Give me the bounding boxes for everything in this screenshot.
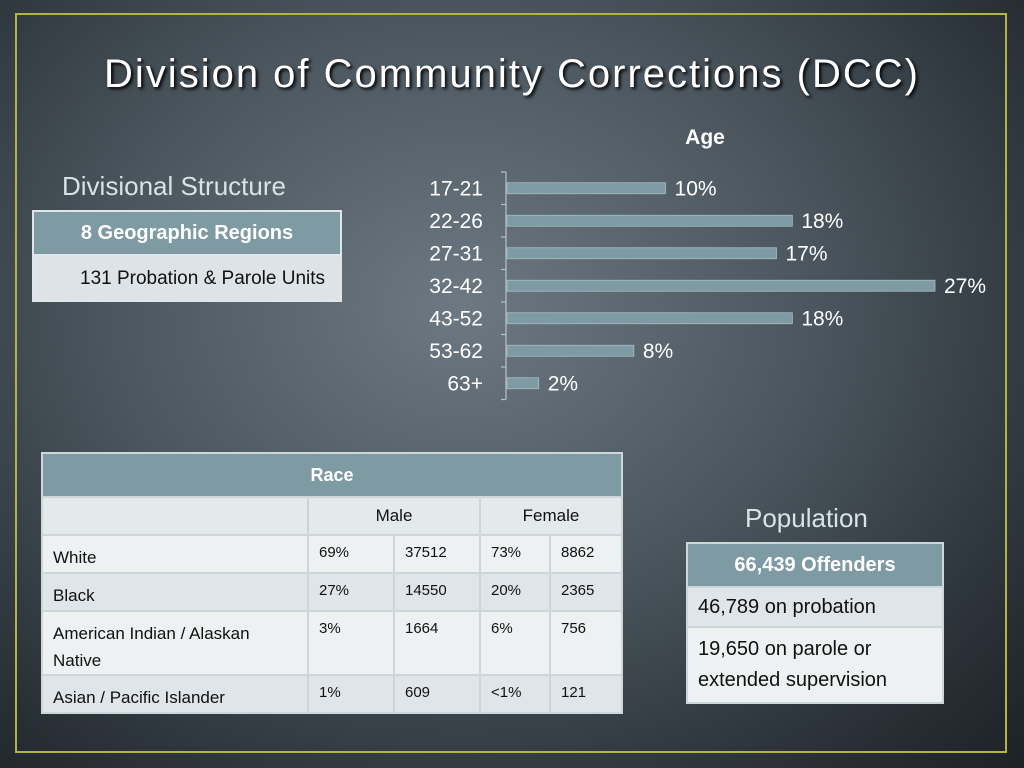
population-parole: 19,650 on parole or extended supervision xyxy=(686,626,944,704)
race-row-label: Black xyxy=(41,572,309,612)
race-col-male: Male xyxy=(307,496,481,536)
population-header: 66,439 Offenders xyxy=(686,542,944,588)
y-tick-label: 22-26 xyxy=(429,210,483,233)
y-tick-label: 63+ xyxy=(447,372,483,395)
race-male-count: 609 xyxy=(393,674,481,714)
race-male-pct: 27% xyxy=(307,572,395,612)
data-label: 10% xyxy=(675,177,717,200)
age-bar xyxy=(506,247,777,260)
race-male-count: 1664 xyxy=(393,610,481,676)
race-row-label: Asian / Pacific Islander xyxy=(41,674,309,714)
age-bar xyxy=(506,377,540,390)
population-table: 66,439 Offenders 46,789 on probation 19,… xyxy=(686,542,944,704)
race-col-female: Female xyxy=(479,496,623,536)
structure-heading: Divisional Structure xyxy=(62,171,286,201)
race-female-count: 756 xyxy=(549,610,623,676)
population-heading: Population xyxy=(745,503,868,533)
slide-title: Division of Community Corrections (DCC) xyxy=(104,52,920,96)
race-male-pct: 3% xyxy=(307,610,395,676)
y-tick-label: 17-21 xyxy=(429,177,483,200)
y-tick-label: 43-52 xyxy=(429,307,483,330)
slide-frame xyxy=(15,13,1007,753)
race-header: Race xyxy=(41,452,623,498)
population-probation: 46,789 on probation xyxy=(686,586,944,628)
race-female-pct: 6% xyxy=(479,610,551,676)
data-label: 27% xyxy=(944,275,986,298)
y-tick-label: 53-62 xyxy=(429,340,483,363)
age-bar xyxy=(506,279,936,292)
age-bar xyxy=(506,182,666,195)
age-bar-chart: 17-21 10% 22-26 18% 27-31 17% 32-42 27% 43-52 18%… xyxy=(429,171,986,401)
data-label: 8% xyxy=(643,340,673,363)
race-male-count: 37512 xyxy=(393,534,481,574)
age-bar xyxy=(506,214,793,227)
race-row-label: White xyxy=(41,534,309,574)
race-female-count: 2365 xyxy=(549,572,623,612)
race-table: Race Male Female White 69% 37512 73% 886… xyxy=(41,452,623,714)
structure-table: 8 Geographic Regions 131 Probation & Par… xyxy=(32,210,342,302)
age-bar xyxy=(506,344,635,357)
y-tick-label: 27-31 xyxy=(429,242,483,265)
race-row-label: American Indian / Alaskan Native xyxy=(41,610,309,676)
race-female-pct: 20% xyxy=(479,572,551,612)
race-female-count: 8862 xyxy=(549,534,623,574)
race-male-pct: 1% xyxy=(307,674,395,714)
data-label: 18% xyxy=(801,307,843,330)
race-female-pct: <1% xyxy=(479,674,551,714)
race-female-pct: 73% xyxy=(479,534,551,574)
data-label: 17% xyxy=(785,242,827,265)
y-tick-label: 32-42 xyxy=(429,275,483,298)
chart-title: Age xyxy=(685,126,725,149)
structure-header: 8 Geographic Regions xyxy=(32,210,342,256)
race-male-pct: 69% xyxy=(307,534,395,574)
age-bar xyxy=(506,312,793,325)
data-label: 2% xyxy=(548,372,578,395)
data-label: 18% xyxy=(801,210,843,233)
structure-body: 131 Probation & Parole Units xyxy=(32,254,342,302)
race-male-count: 14550 xyxy=(393,572,481,612)
race-female-count: 121 xyxy=(549,674,623,714)
race-corner-cell xyxy=(41,496,309,536)
